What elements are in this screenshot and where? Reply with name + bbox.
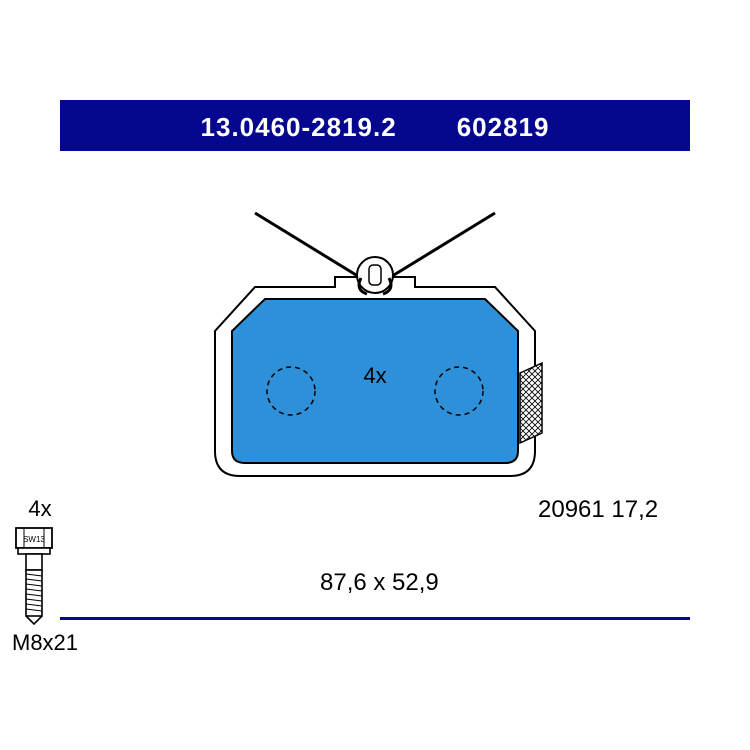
- diagram-area: 4x 20961 17,2 87,6 x 52,9: [60, 151, 690, 617]
- title-bar: 13.0460-2819.2 602819: [60, 103, 690, 151]
- diagram-frame: 13.0460-2819.2 602819 4x 20961 17,2 87,6…: [60, 100, 690, 620]
- bolt-size-label: M8x21: [12, 630, 68, 656]
- part-number-primary: 13.0460-2819.2: [201, 112, 397, 143]
- bolt-quantity-label: 4x: [12, 496, 68, 522]
- brake-pad-diagram: 4x: [175, 201, 575, 491]
- part-number-secondary: 602819: [457, 112, 550, 143]
- dimensions-label: 87,6 x 52,9: [320, 569, 439, 597]
- bolt-sw-label: SW13: [23, 535, 45, 544]
- bolt-group: 4x SW13 M8x21: [12, 496, 68, 656]
- wva-number-label: 20961 17,2: [538, 496, 658, 524]
- pad-quantity-label: 4x: [363, 363, 386, 388]
- bolt-diagram: SW13: [12, 526, 56, 626]
